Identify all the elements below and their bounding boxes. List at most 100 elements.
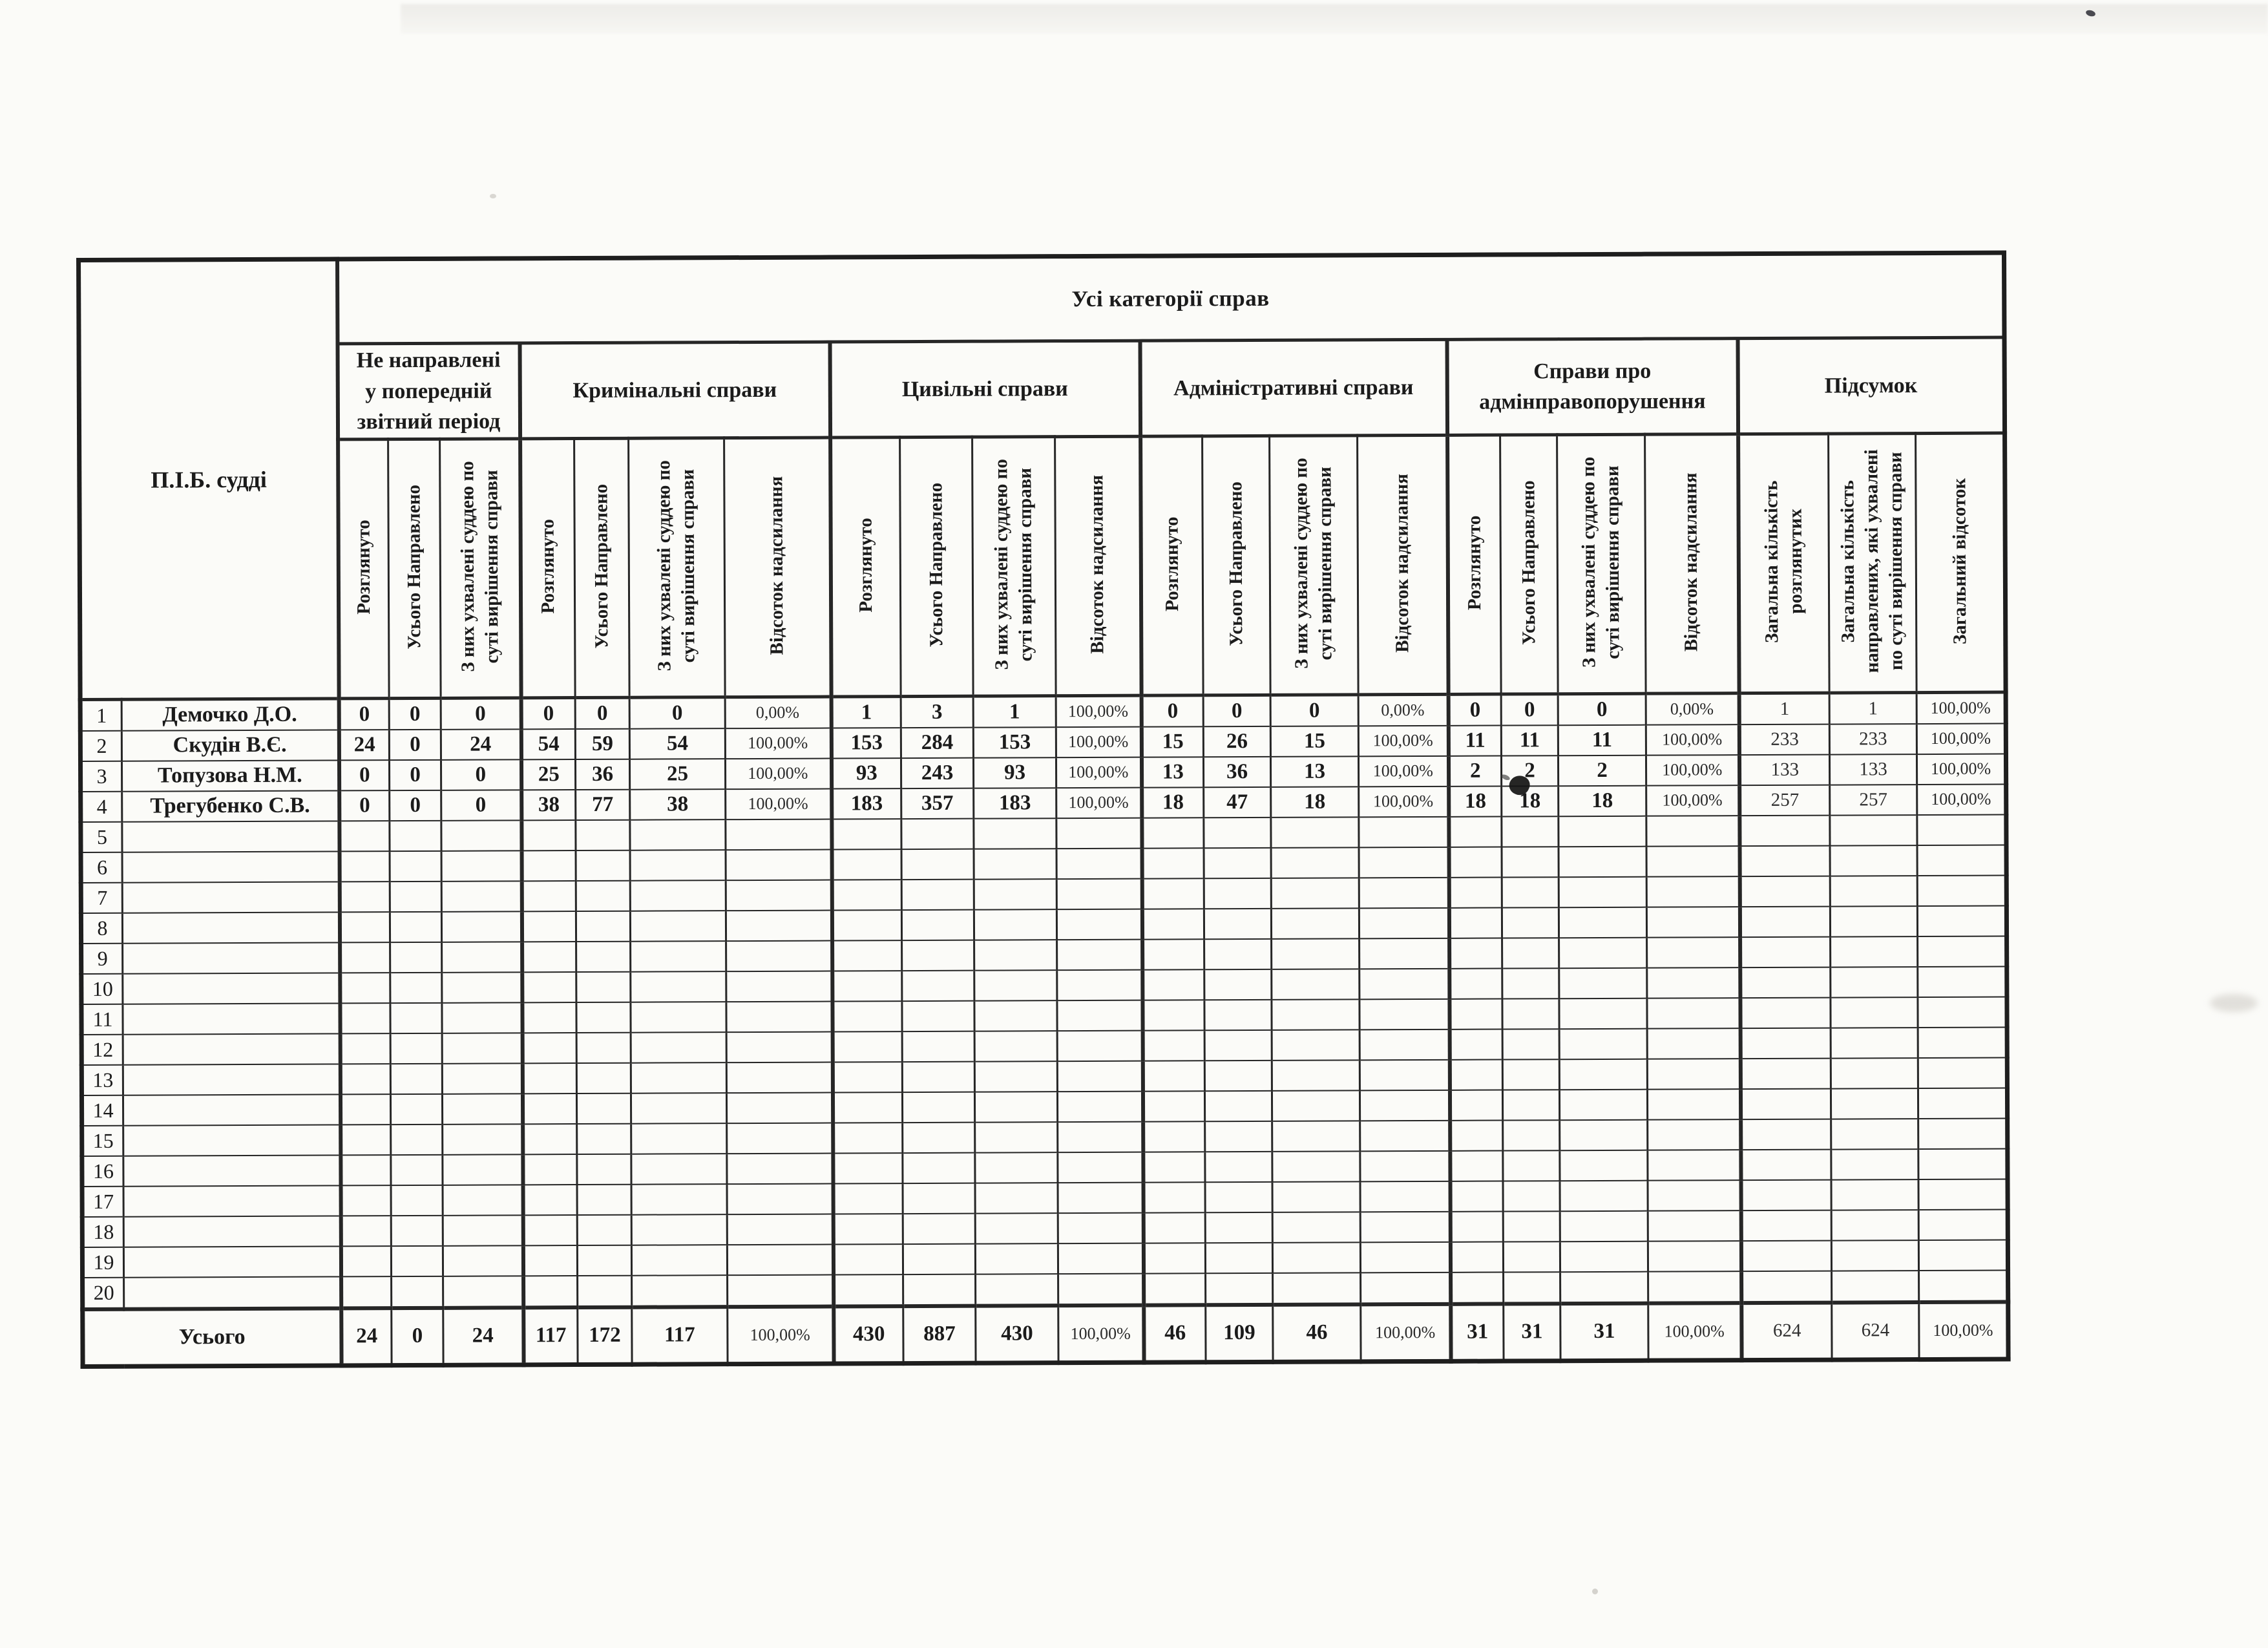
cell [1501, 816, 1559, 847]
cell [726, 971, 832, 1002]
cell [1503, 1271, 1560, 1304]
cell [1646, 967, 1740, 998]
totals-cell: 24 [341, 1307, 392, 1366]
cell [1142, 909, 1204, 940]
cell [1448, 816, 1502, 847]
cell [1830, 966, 1918, 998]
cell [341, 1276, 392, 1309]
cell: 100,00% [725, 728, 832, 759]
cell [1740, 1028, 1831, 1059]
cell [974, 969, 1057, 1001]
cell [576, 1093, 631, 1124]
cell [1559, 1150, 1648, 1181]
cell [576, 880, 631, 911]
cell [390, 1063, 443, 1094]
scan-artifact-top-band [401, 4, 2268, 34]
column-header: З них ухвалені суддею по суті вирішення … [972, 436, 1056, 696]
cell [1056, 969, 1142, 1000]
cell: 0 [339, 790, 390, 821]
cell: 18 [1141, 787, 1204, 818]
cell [1559, 1059, 1648, 1090]
cell [973, 818, 1057, 849]
cell: 11 [1558, 724, 1646, 755]
cell [1204, 969, 1272, 1000]
cell [630, 940, 726, 972]
cell [1057, 1030, 1143, 1061]
cell [1057, 1061, 1143, 1092]
row-number: 7 [81, 882, 123, 913]
cell [1503, 1180, 1560, 1212]
cell [442, 1033, 523, 1064]
cell: 100,00% [725, 758, 832, 789]
row-number: 3 [80, 761, 122, 792]
cell [441, 972, 522, 1003]
cell [1646, 936, 1740, 968]
cell [832, 1092, 903, 1123]
row-number: 1 [80, 699, 122, 731]
cell [341, 1215, 392, 1247]
cell: 18 [1270, 787, 1359, 818]
column-header-label: Усього Направлено [1518, 480, 1540, 646]
cell [1647, 1149, 1741, 1181]
column-header: З них ухвалені суддею по суті вирішення … [1557, 434, 1646, 694]
column-header-label: Розглянуто [1464, 515, 1485, 611]
column-header-label: Відсоток надсилання [1086, 474, 1108, 654]
judge-name: Топузова Н.М. [121, 760, 339, 792]
column-header: Розглянуто [337, 439, 390, 699]
cell [974, 848, 1057, 880]
cell: 1 [1829, 692, 1917, 724]
cell [1560, 1271, 1648, 1304]
judge-name [122, 912, 340, 944]
cell [1558, 816, 1647, 847]
cell: 47 [1203, 787, 1271, 818]
cell [974, 1030, 1058, 1062]
cell [727, 1183, 834, 1214]
column-header-label: Усього Направлено [925, 482, 947, 648]
cell: 24 [339, 729, 390, 761]
cell [1917, 936, 2007, 967]
cell [901, 909, 974, 940]
cell [1058, 1182, 1144, 1213]
cell: 2 [1558, 755, 1646, 786]
cell [726, 880, 832, 911]
group-header-4: Адміністративні справи [1140, 339, 1447, 436]
cell [833, 1243, 903, 1275]
cell: 0 [1270, 694, 1359, 726]
column-header: Розглянуто [830, 437, 901, 697]
cell: 357 [901, 788, 974, 819]
column-header: З них ухвалені суддею по суті вирішення … [439, 438, 521, 699]
cell [1450, 1241, 1504, 1273]
cell [1503, 1210, 1560, 1242]
cell [522, 1032, 577, 1064]
header-row-columns: Розглянуто Усього Направлено З них ухвален… [79, 432, 2006, 699]
table-title: Усі категорії справ [337, 253, 2005, 344]
cell [1502, 937, 1559, 969]
cell [522, 1123, 577, 1155]
cell [1647, 1088, 1741, 1120]
cell [521, 819, 576, 851]
cell: 100,00% [1056, 726, 1142, 757]
cell [630, 910, 726, 942]
cell [1648, 1240, 1741, 1272]
judge-name [122, 882, 340, 913]
cell [521, 941, 576, 973]
judge-name [123, 1033, 341, 1065]
column-header: Усього Направлено [1500, 434, 1559, 694]
totals-cell: 0 [391, 1307, 444, 1366]
cell [1359, 877, 1449, 909]
cell [901, 849, 974, 880]
cell: 133 [1829, 754, 1917, 785]
cell [521, 1002, 577, 1033]
cell [1057, 1152, 1144, 1183]
cell [726, 1031, 833, 1062]
cell: 100,00% [1646, 724, 1739, 755]
cell: 233 [1829, 723, 1917, 755]
cell [523, 1214, 578, 1246]
cell [833, 1213, 903, 1245]
column-header: Загальна кількість розглянутих [1738, 433, 1830, 693]
cell [1272, 1273, 1361, 1305]
cell [1271, 938, 1360, 969]
cell [902, 1031, 975, 1062]
cell [1739, 845, 1831, 876]
row-number: 17 [82, 1186, 124, 1217]
